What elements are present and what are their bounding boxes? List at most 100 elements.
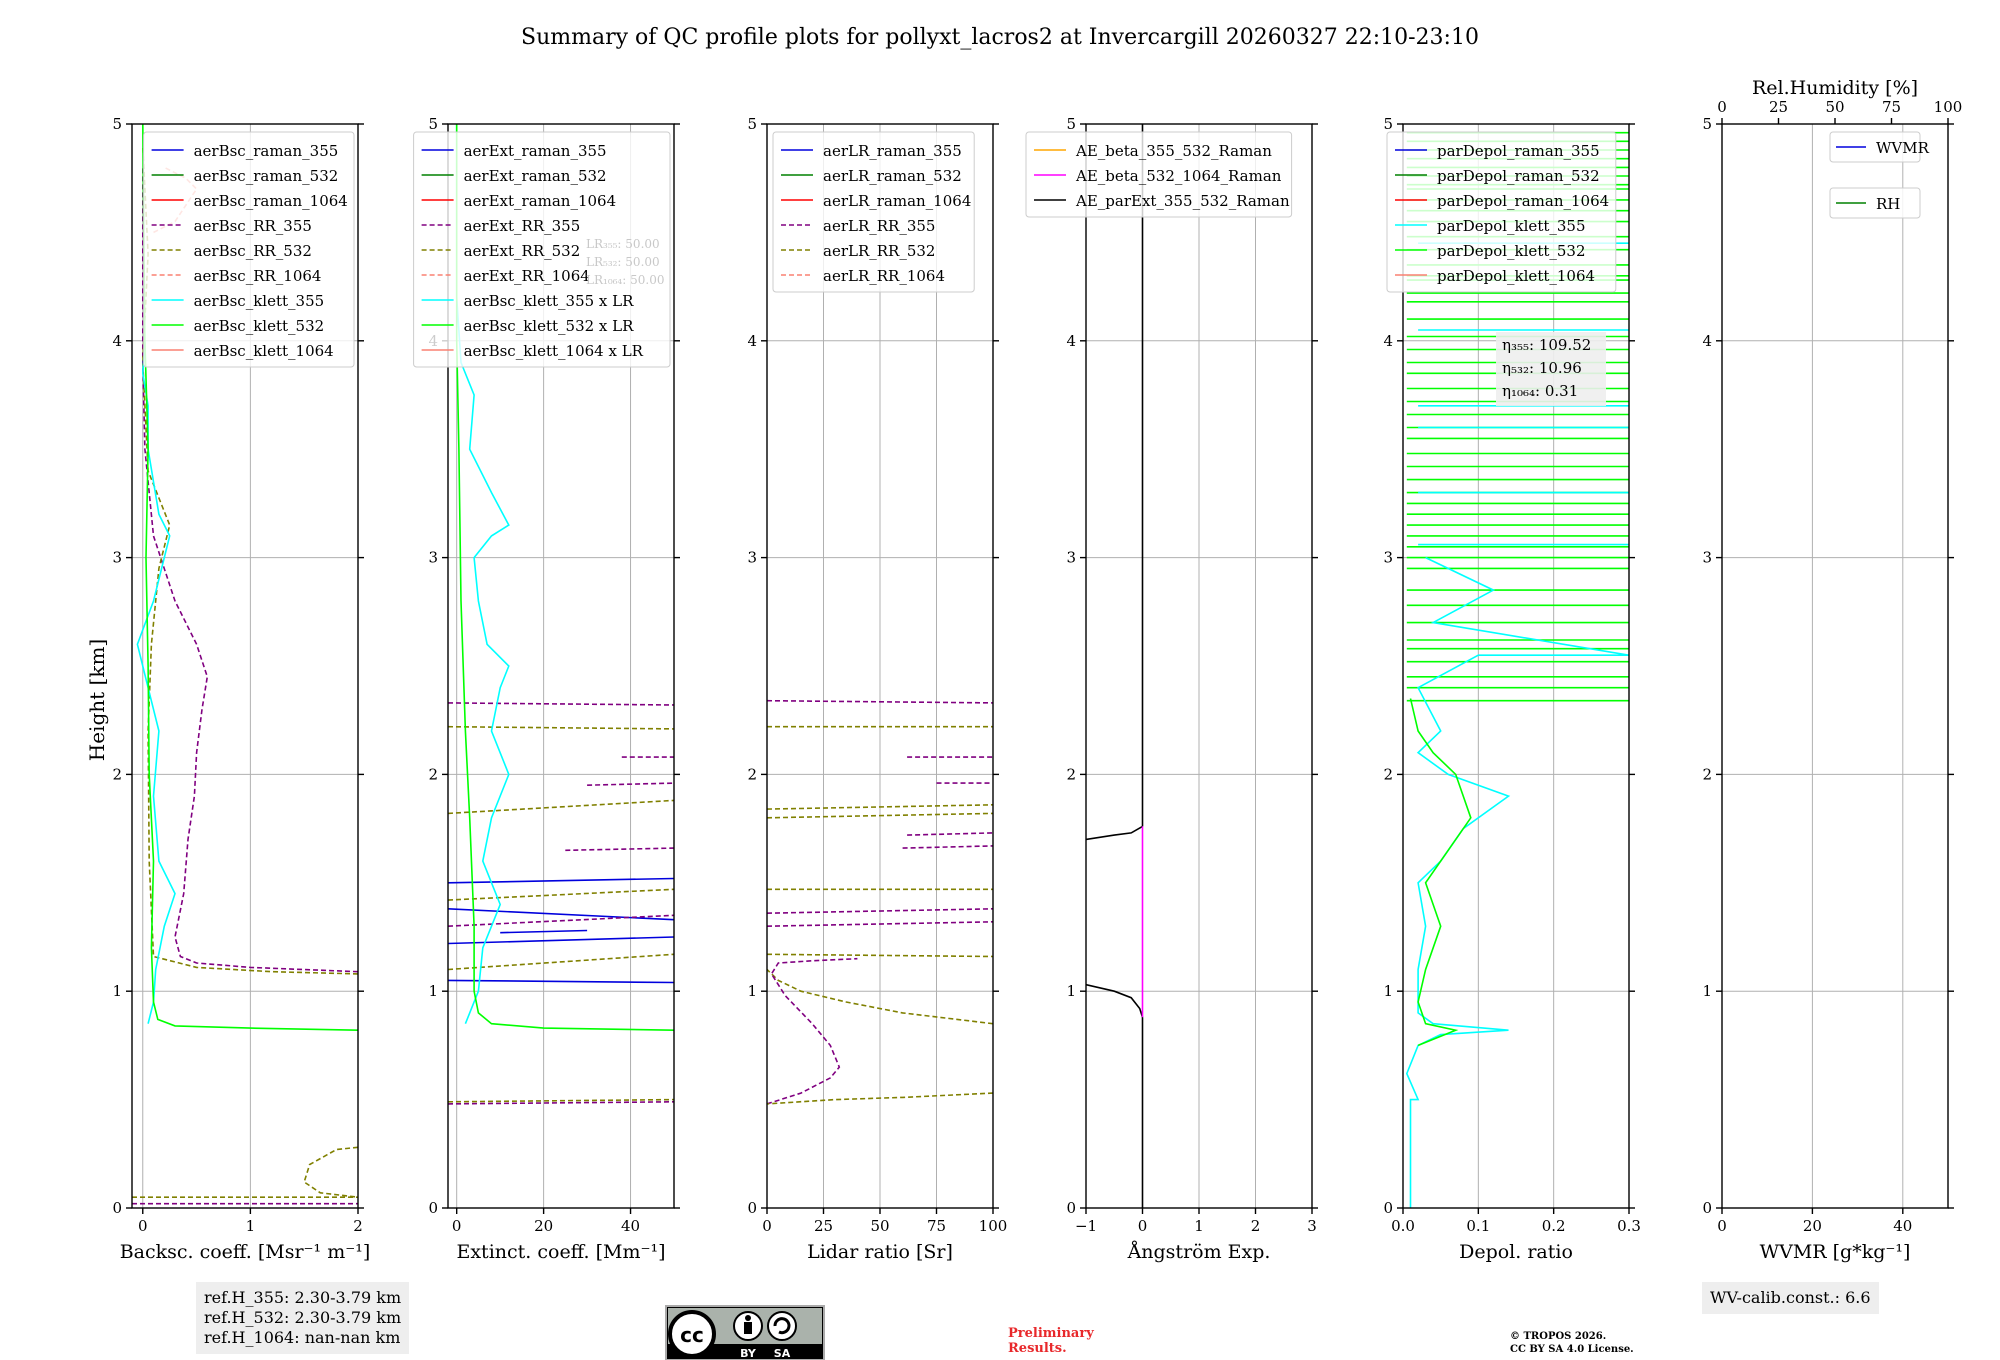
y-tick-label: 4 (747, 332, 757, 350)
by-label: BY (740, 1347, 757, 1360)
x-tick-label: 0.1 (1466, 1217, 1490, 1235)
axes-frame (1402, 123, 1630, 1209)
x-axis-label: WVMR [g*kg⁻¹] (1760, 1241, 1911, 1263)
annotation: η₃₅₅: 109.52 η₅₃₂: 10.96 η₁₀₆₄: 0.31 (1496, 332, 1606, 406)
y-tick-label: 5 (1702, 115, 1712, 133)
y-tick-label: 0 (1702, 1199, 1712, 1217)
y-tick-label: 4 (1702, 332, 1712, 350)
x-tick-label: 1 (246, 1217, 256, 1235)
legend-label: RH (1876, 195, 1900, 213)
series-segment (587, 782, 674, 786)
series-segment (1086, 825, 1143, 841)
legend-label: aerExt_raman_532 (464, 167, 607, 185)
annotation-line: LR₅₃₂: 50.00 (586, 255, 660, 269)
copyright-note: © TROPOS 2026. CC BY SA 4.0 License. (1510, 1330, 1634, 1356)
series-line-aerBsc_RR_355 (142, 167, 358, 973)
legend-frame (143, 131, 355, 368)
series-segment (448, 725, 674, 730)
refh-line: ref.H_532: 2.30-3.79 km (204, 1308, 402, 1327)
x-tick-label: 0 (1138, 1217, 1148, 1235)
x-tick-label: 20 (534, 1217, 553, 1235)
annotation: LR₃₅₅: 50.00 LR₅₃₂: 50.00 LR₁₀₆₄: 50.00 (586, 237, 664, 287)
plot-area (132, 124, 358, 1205)
y-tick-label: 1 (1383, 982, 1393, 1000)
reference-height-box: ref.H_355: 2.30-3.79 km ref.H_532: 2.30-… (196, 1282, 410, 1354)
panel-extinction: 01234502040Extinct. coeff. [Mm⁻¹]aerExt_… (413, 115, 680, 1263)
top-tick-label: 50 (1825, 98, 1844, 116)
series-segment (448, 979, 674, 984)
series-segment (448, 953, 674, 971)
annotation-line: η₁₀₆₄: 0.31 (1502, 382, 1578, 400)
x-tick-label: 0.0 (1391, 1217, 1415, 1235)
y-tick-label: 1 (747, 982, 757, 1000)
series-segment (448, 702, 674, 706)
series-segment (767, 804, 993, 810)
legend-label: parDepol_raman_1064 (1437, 192, 1609, 210)
plot-area (1086, 124, 1144, 1208)
legend-label: AE_parExt_355_532_Raman (1075, 192, 1290, 210)
preliminary-note: Preliminary Results. (1008, 1326, 1094, 1356)
x-axis-label: Lidar ratio [Sr] (807, 1241, 953, 1263)
panel-depol: 0 1 2 3 4 5 0.0 0.1 0.2 0.3 Depol. ratio parDepol_r… (1383, 115, 1640, 1263)
series-segment (448, 908, 674, 921)
y-tick-label: 2 (112, 765, 122, 783)
y-tick-label: 0 (1383, 1199, 1393, 1217)
series-segment (767, 953, 993, 958)
cc-icon (668, 1310, 716, 1358)
x-tick-label: 2 (1251, 1217, 1261, 1235)
legend-label: parDepol_raman_532 (1437, 167, 1600, 185)
legend-label: parDepol_klett_532 (1437, 242, 1586, 260)
series-segment (767, 812, 993, 819)
x-tick-label: 0.3 (1617, 1217, 1641, 1235)
legend-label: aerExt_raman_1064 (464, 192, 617, 210)
y-tick-label: 2 (1702, 765, 1712, 783)
wv-calib-box: WV-calib.const.: 6.6 (1702, 1282, 1879, 1314)
y-tick-label: 4 (1066, 332, 1076, 350)
x-axis-label: Depol. ratio (1459, 1241, 1573, 1263)
x-tick-label: 50 (870, 1217, 889, 1235)
legend-label: aerLR_raman_1064 (823, 192, 971, 210)
figure-title: Summary of QC profile plots for pollyxt_… (521, 25, 1479, 50)
x-axis-label: Extinct. coeff. [Mm⁻¹] (456, 1241, 665, 1263)
y-tick-label: 4 (112, 332, 122, 350)
y-tick-label: 1 (428, 982, 438, 1000)
sa-icon (767, 1311, 797, 1341)
legend-frame (772, 131, 975, 293)
series-segment (767, 699, 993, 704)
annotation-line: η₃₅₅: 109.52 (1502, 336, 1591, 354)
annotation-line: LR₁₀₆₄: 50.00 (586, 273, 664, 287)
plot-area (1405, 131, 1629, 1208)
x-axis-label: Backsc. coeff. [Msr⁻¹ m⁻¹] (120, 1241, 371, 1263)
legend-label: aerBsc_raman_532 (194, 167, 339, 185)
legend-label: WVMR (1876, 139, 1930, 157)
legend: aerBsc_raman_355 aerBsc_raman_532 aerBsc_r… (143, 131, 355, 368)
legend-label: aerExt_RR_355 (464, 217, 581, 235)
y-tick-label: 4 (1383, 332, 1393, 350)
y-tick-label: 2 (747, 765, 757, 783)
series-segment (303, 1146, 358, 1198)
annotation-box (1496, 332, 1606, 406)
legend-label: aerBsc_klett_355 (194, 292, 325, 310)
legend-label: aerLR_RR_532 (823, 242, 935, 260)
legend-label: parDepol_klett_355 (1437, 217, 1586, 235)
series-segment (448, 1101, 674, 1105)
x-tick-label: 0.2 (1542, 1217, 1566, 1235)
by-body (744, 1322, 752, 1334)
x-tick-label: 0 (452, 1217, 462, 1235)
x-tick-label: 100 (979, 1217, 1008, 1235)
x-tick-label: 1 (1194, 1217, 1204, 1235)
series-segment (448, 936, 674, 945)
series-segment (448, 888, 674, 901)
legend-label: aerBsc_raman_355 (194, 142, 339, 160)
panel-backscatter: 0 1 2 3 4 5 0 1 2 Backsc. coeff. [Msr⁻¹ m⁻¹] aerBs… (112, 115, 370, 1263)
sa-label: SA (774, 1347, 791, 1360)
legend-label: AE_beta_532_1064_Raman (1075, 167, 1282, 185)
y-tick-label: 5 (747, 115, 757, 133)
series-segment (767, 921, 993, 927)
preliminary-line: Preliminary (1008, 1326, 1094, 1341)
legend-label: AE_beta_355_532_Raman (1075, 142, 1272, 160)
